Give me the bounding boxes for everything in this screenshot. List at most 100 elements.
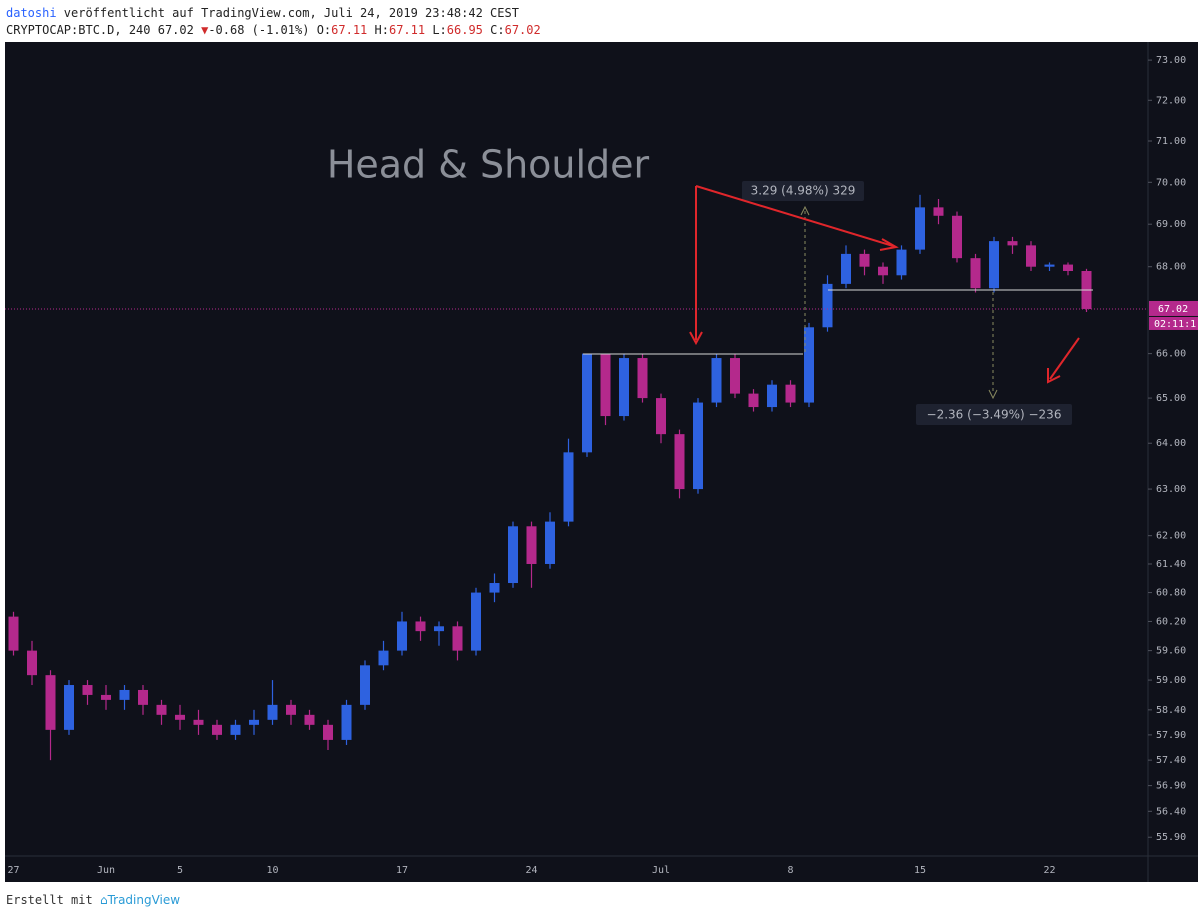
y-tick-label: 57.40: [1156, 755, 1186, 766]
candle-body: [563, 452, 574, 522]
candle-body: [656, 398, 666, 435]
candle-body: [360, 665, 370, 705]
chart-background: [5, 42, 1198, 882]
candle-body: [989, 241, 999, 289]
drawings: [583, 181, 1093, 425]
candle-body: [822, 283, 833, 328]
change: -0.68 (-1.01%): [208, 23, 310, 37]
y-tick-label: 55.90: [1156, 832, 1186, 843]
candle-body: [45, 675, 56, 730]
candle-body: [323, 724, 333, 740]
candle-body: [767, 384, 777, 408]
countdown-label: 02:11:1: [1154, 319, 1196, 330]
arrow-head: [879, 238, 899, 251]
candle-body: [304, 714, 315, 725]
candle-body: [804, 327, 814, 403]
candle-body: [619, 358, 629, 417]
candle-body: [508, 526, 518, 584]
candle-body: [175, 714, 185, 720]
measure-up-box: [742, 181, 864, 201]
candle-body: [286, 704, 296, 715]
candle-body: [1063, 264, 1073, 271]
candle-body: [64, 685, 74, 730]
candle-body: [730, 358, 740, 394]
down-triangle: ▼: [201, 23, 209, 37]
y-tick-label: 71.00: [1156, 136, 1186, 147]
c-value: 67.02: [504, 23, 541, 37]
arrow-head: [1047, 368, 1061, 384]
arrow-line: [695, 185, 894, 247]
arrow-line: [1049, 337, 1080, 380]
author[interactable]: datoshi: [6, 6, 57, 20]
candle-body: [970, 258, 981, 289]
candle-body: [896, 249, 907, 276]
y-tick-label: 61.40: [1156, 559, 1186, 570]
candle-body: [526, 526, 537, 564]
candle-body: [1044, 264, 1055, 267]
candle-body: [156, 704, 167, 715]
footer-logo[interactable]: ⌂: [99, 893, 108, 907]
y-tick-label: 63.00: [1156, 484, 1186, 495]
candle-body: [915, 207, 925, 250]
chart-annotation-title: Head & Shoulder: [327, 143, 650, 187]
y-tick-label: 57.90: [1156, 730, 1186, 741]
candle-body: [952, 215, 962, 259]
chart: Head & Shoulder 3.29 (4.98%) 329 −2.36 (…: [5, 42, 1198, 882]
candle-body: [471, 592, 481, 651]
l-value: 66.95: [446, 23, 483, 37]
candle-body: [582, 353, 592, 453]
o-label: O:: [316, 23, 332, 37]
candle-body: [212, 724, 222, 735]
header: datoshi veröffentlicht auf TradingView.c…: [6, 5, 541, 39]
candle-body: [748, 393, 759, 408]
y-tick-label: 64.00: [1156, 438, 1186, 449]
candle-body: [933, 207, 944, 216]
price-label-box: [1149, 300, 1198, 316]
measure-down-box: [916, 404, 1072, 425]
y-tick-label: 65.00: [1156, 393, 1186, 404]
x-tick-label: 10: [266, 865, 278, 876]
candle-body: [452, 626, 463, 651]
candle-body: [693, 402, 703, 490]
y-tick-label: 69.00: [1156, 219, 1186, 230]
candle-body: [1007, 241, 1018, 246]
candle-body: [434, 626, 444, 632]
published: veröffentlicht auf TradingView.com, Juli…: [56, 6, 519, 20]
y-tick-label: 58.40: [1156, 705, 1186, 716]
candle-body: [859, 253, 870, 267]
candle-body: [600, 353, 611, 417]
y-tick-label: 70.00: [1156, 177, 1186, 188]
l-label: L:: [432, 23, 447, 37]
x-tick-label: 27: [7, 865, 19, 876]
candle-body: [267, 704, 278, 720]
candle-body: [489, 583, 500, 593]
x-tick-label: 22: [1043, 865, 1055, 876]
o-value: 67.11: [331, 23, 368, 37]
y-tick-label: 73.00: [1156, 55, 1186, 66]
candle-body: [785, 384, 796, 403]
y-tick-label: 62.00: [1156, 531, 1186, 542]
countdown-box: [1149, 316, 1198, 330]
plot-area: [8, 194, 1092, 761]
x-tick-label: 24: [525, 865, 537, 876]
candle-body: [8, 616, 19, 651]
measure-down-label: −2.36 (−3.49%) −236: [927, 408, 1062, 422]
candle-body: [193, 719, 204, 725]
candle-body: [230, 724, 241, 735]
x-tick-label: 8: [787, 865, 793, 876]
symbol: CRYPTOCAP:BTC.D, 240 67.02: [6, 23, 194, 37]
candle-body: [101, 694, 111, 700]
y-tick-label: 72.00: [1156, 95, 1186, 106]
candle-body: [397, 621, 407, 651]
y-tick-label: 59.00: [1156, 675, 1186, 686]
candle-body: [249, 719, 259, 725]
measure-up-head: [800, 205, 810, 216]
candle-body: [1026, 245, 1036, 267]
footer-brand[interactable]: TradingView: [107, 893, 181, 907]
x-tick-label: Jul: [652, 865, 670, 876]
footer-text: Erstellt mit: [6, 893, 93, 907]
x-tick-label: 15: [914, 865, 926, 876]
h-label: H:: [374, 23, 389, 37]
y-tick-label: 68.00: [1156, 262, 1186, 273]
c-label: C:: [490, 23, 505, 37]
